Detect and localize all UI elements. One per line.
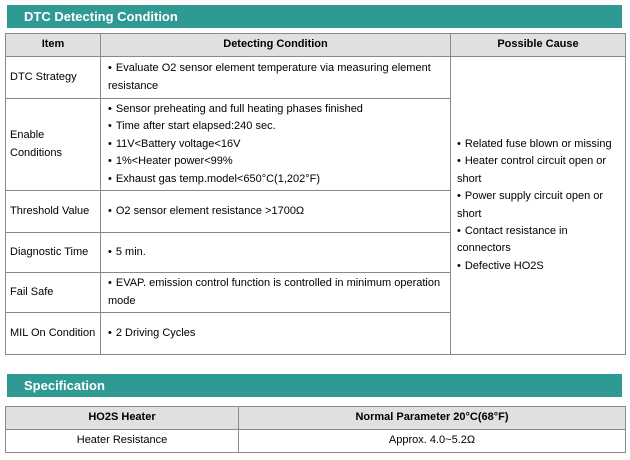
condition-text: 1%<Heater power<99% xyxy=(115,155,233,168)
bullet-line: • Sensor preheating and full heating phas… xyxy=(108,101,444,118)
bullet-icon: • xyxy=(457,155,461,168)
condition-text: EVAP. emission control function is contr… xyxy=(108,277,441,307)
condition-cell: • O2 sensor element resistance >1700Ω xyxy=(100,190,451,233)
column-header-normal-parameter: Normal Parameter 20°C(68°F) xyxy=(238,406,626,430)
bullet-icon: • xyxy=(457,138,461,150)
bullet-icon: • xyxy=(108,326,112,339)
condition-cell: • Evaluate O2 sensor element temperature … xyxy=(100,56,451,99)
condition-text: 2 Driving Cycles xyxy=(115,326,196,339)
condition-text: 11V<Battery voltage<16V xyxy=(115,137,241,150)
bullet-line: • Contact resistance in connectors xyxy=(457,223,621,258)
bullet-icon: • xyxy=(108,137,112,150)
bullet-line: • 11V<Battery voltage<16V xyxy=(108,136,444,153)
column-header-item: Item xyxy=(5,33,101,57)
item-diagnostic-time: Diagnostic Time xyxy=(5,232,101,273)
bullet-icon: • xyxy=(108,155,112,168)
item-mil-on-condition: MIL On Condition xyxy=(5,312,101,355)
condition-text: O2 sensor element resistance >1700Ω xyxy=(115,204,305,217)
cause-text: Related fuse blown or missing xyxy=(464,138,612,150)
table-row: MIL On Condition • 2 Driving Cycles xyxy=(5,312,626,355)
item-dtc-strategy: DTC Strategy xyxy=(5,56,101,99)
condition-text: Exhaust gas temp.model<650°C(1,202°F) xyxy=(115,172,321,185)
item-enable-conditions: Enable Conditions xyxy=(5,98,101,191)
cause-text: Defective HO2S xyxy=(464,259,544,272)
bullet-line: • Evaluate O2 sensor element temperature … xyxy=(108,60,444,95)
bullet-icon: • xyxy=(108,277,112,290)
spec-data-row: Heater Resistance Approx. 4.0~5.2Ω xyxy=(5,429,626,453)
condition-text: Sensor preheating and full heating phase… xyxy=(115,103,363,116)
bullet-icon: • xyxy=(108,103,112,116)
bullet-icon: • xyxy=(457,224,461,237)
bullet-line: • 5 min. xyxy=(108,244,444,261)
condition-cell: • 2 Driving Cycles xyxy=(100,312,451,355)
heater-resistance-label: Heater Resistance xyxy=(5,429,239,453)
condition-text: Evaluate O2 sensor element temperature v… xyxy=(108,62,431,92)
bullet-line: • Related fuse blown or missing xyxy=(457,136,621,153)
column-header-ho2s-heater: HO2S Heater xyxy=(5,406,239,430)
table-row: Enable Conditions • Sensor preheating and… xyxy=(5,98,626,191)
condition-text: Time after start elapsed:240 sec. xyxy=(115,120,276,133)
item-fail-safe: Fail Safe xyxy=(5,272,101,313)
column-header-detecting-condition: Detecting Condition xyxy=(100,33,451,57)
bullet-line: • Heater control circuit open or short xyxy=(457,153,621,188)
bullet-line: • Defective HO2S xyxy=(457,258,621,275)
bullet-icon: • xyxy=(457,190,461,203)
bullet-line: • 2 Driving Cycles xyxy=(108,325,444,342)
condition-cell: • EVAP. emission control function is cont… xyxy=(100,272,451,313)
heater-resistance-value: Approx. 4.0~5.2Ω xyxy=(238,429,626,453)
dtc-detecting-condition-table: Item Detecting Condition Possible Cause … xyxy=(5,33,626,355)
table-row: Fail Safe • EVAP. emission control functi… xyxy=(5,272,626,313)
bullet-line: • O2 sensor element resistance >1700Ω xyxy=(108,203,444,220)
bullet-icon: • xyxy=(108,62,112,75)
bullet-icon: • xyxy=(108,172,112,185)
condition-text: 5 min. xyxy=(115,245,146,258)
specification-title: Specification xyxy=(7,374,622,397)
bullet-line: • EVAP. emission control function is cont… xyxy=(108,275,444,310)
bullet-icon: • xyxy=(108,204,112,217)
condition-cell: • Sensor preheating and full heating phas… xyxy=(100,98,451,191)
cause-text: Power supply circuit open or short xyxy=(457,190,604,220)
cause-text: Contact resistance in connectors xyxy=(457,224,568,255)
bullet-line: • Power supply circuit open or short xyxy=(457,188,621,223)
spec-header-row: HO2S Heater Normal Parameter 20°C(68°F) xyxy=(5,406,626,430)
table-row: DTC Strategy • Evaluate O2 sensor element… xyxy=(5,56,626,355)
dtc-detecting-condition-title: DTC Detecting Condition xyxy=(7,5,622,28)
bullet-icon: • xyxy=(108,245,112,258)
bullet-line: • Exhaust gas temp.model<650°C(1,202°F) xyxy=(108,171,444,188)
bullet-icon: • xyxy=(457,259,461,272)
condition-cell: • 5 min. xyxy=(100,232,451,273)
bullet-icon: • xyxy=(108,120,112,133)
table-header-row: Item Detecting Condition Possible Cause xyxy=(5,33,626,57)
cause-text: Heater control circuit open or short xyxy=(457,155,607,185)
column-header-possible-cause: Possible Cause xyxy=(450,33,626,57)
bullet-line: • Time after start elapsed:240 sec. xyxy=(108,118,444,135)
bullet-line: • 1%<Heater power<99% xyxy=(108,153,444,170)
item-threshold-value: Threshold Value xyxy=(5,190,101,233)
specification-table: HO2S Heater Normal Parameter 20°C(68°F) … xyxy=(5,406,626,453)
section-gap xyxy=(0,355,630,369)
possible-cause-cell: • Related fuse blown or missing • Heater c… xyxy=(450,56,626,355)
